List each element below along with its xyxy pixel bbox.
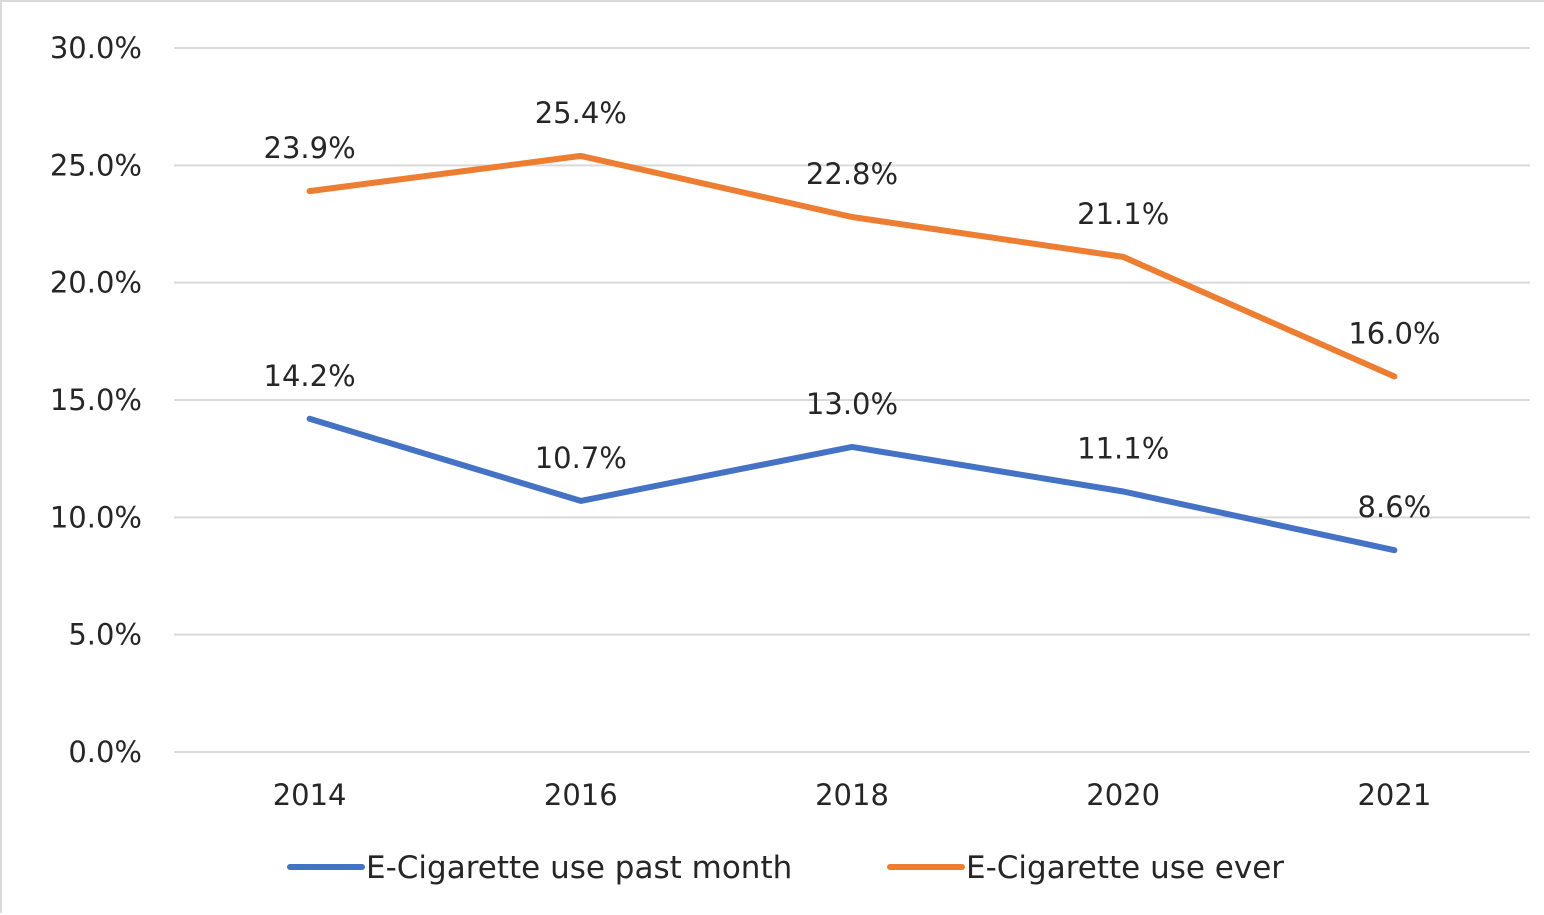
- data-labels: 14.2% 10.7% 13.0% 11.1% 8.6% 23.9% 25.4% 22.8% 2…: [264, 96, 1441, 524]
- x-axis-tick-labels: 2014 2016 2018 2020 2021: [273, 778, 1432, 812]
- series-line-2: [306, 152, 1398, 380]
- x-tick-label: 2016: [544, 778, 618, 812]
- data-label: 11.1%: [1077, 432, 1169, 466]
- y-tick-label: 30.0%: [50, 31, 142, 65]
- data-label: 13.0%: [806, 387, 898, 421]
- legend: E-Cigarette use past month E-Cigarette us…: [287, 850, 1284, 886]
- legend-label: E-Cigarette use ever: [966, 850, 1284, 886]
- data-label: 21.1%: [1077, 197, 1169, 231]
- legend-label: E-Cigarette use past month: [366, 850, 792, 886]
- x-tick-label: 2020: [1086, 778, 1160, 812]
- data-label: 14.2%: [264, 359, 356, 393]
- data-label: 23.9%: [264, 131, 356, 165]
- series-lines: [306, 152, 1398, 554]
- data-label: 10.7%: [535, 441, 627, 475]
- data-label: 22.8%: [806, 157, 898, 191]
- data-label: 16.0%: [1348, 317, 1440, 351]
- data-label: 8.6%: [1358, 490, 1432, 524]
- y-tick-label: 15.0%: [50, 383, 142, 417]
- y-axis-tick-labels: 0.0% 5.0% 10.0% 15.0% 20.0% 25.0% 30.0%: [50, 31, 142, 769]
- y-tick-label: 10.0%: [50, 500, 142, 534]
- y-tick-label: 20.0%: [50, 266, 142, 300]
- y-tick-label: 25.0%: [50, 148, 142, 182]
- y-tick-label: 5.0%: [68, 618, 142, 652]
- x-tick-label: 2021: [1357, 778, 1431, 812]
- y-tick-label: 0.0%: [68, 735, 142, 769]
- gridlines: [174, 47, 1530, 753]
- x-tick-label: 2018: [815, 778, 889, 812]
- series-line-1: [306, 415, 1398, 554]
- x-tick-label: 2014: [273, 778, 347, 812]
- data-label: 25.4%: [535, 96, 627, 130]
